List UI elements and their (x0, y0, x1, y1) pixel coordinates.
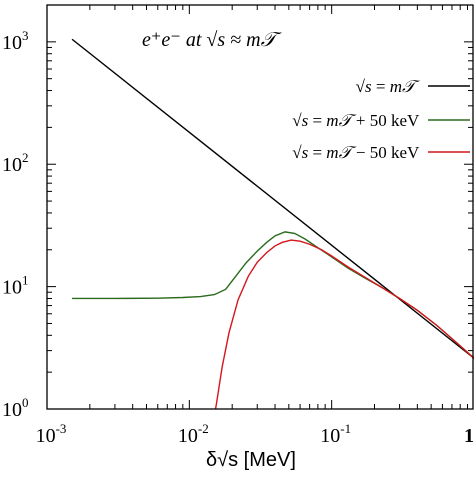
legend-entry-1: √s = m𝒯 (356, 77, 470, 96)
series-line-1 (71, 38, 474, 359)
x-tick-label: 10-2 (178, 421, 209, 447)
legend-label: √s = m𝒯 + 50 keV (292, 111, 420, 130)
y-tick-label: 101 (2, 273, 29, 299)
legend: √s = m𝒯 √s = m𝒯 + 50 keV √s = m𝒯 − 50 keV (292, 77, 470, 162)
x-axis-label: δ√s [MeV] (206, 449, 296, 471)
y-tick-label: 103 (2, 28, 29, 54)
legend-entry-3: √s = m𝒯 − 50 keV (292, 143, 470, 162)
y-tick-label: 100 (2, 395, 29, 421)
chart-title: e⁺e⁻ at √s ≈ m𝒯 (142, 29, 283, 51)
series-layer (71, 38, 474, 409)
legend-label: √s = m𝒯 (356, 77, 420, 96)
ticks-layer (46, 4, 473, 410)
y-tick-label: 102 (2, 150, 29, 176)
series-line-3 (214, 239, 474, 409)
plot-frame (46, 4, 474, 410)
x-tick-label: 10-1 (320, 421, 351, 447)
x-tick-label: 1 (464, 425, 474, 447)
series-line-2 (72, 231, 474, 359)
legend-label: √s = m𝒯 − 50 keV (292, 143, 420, 162)
legend-entry-2: √s = m𝒯 + 50 keV (292, 111, 470, 130)
x-tick-label: 10-3 (36, 421, 67, 447)
tick-labels-layer: 10-3 10-2 10-1 1 100 101 102 103 (2, 28, 474, 447)
